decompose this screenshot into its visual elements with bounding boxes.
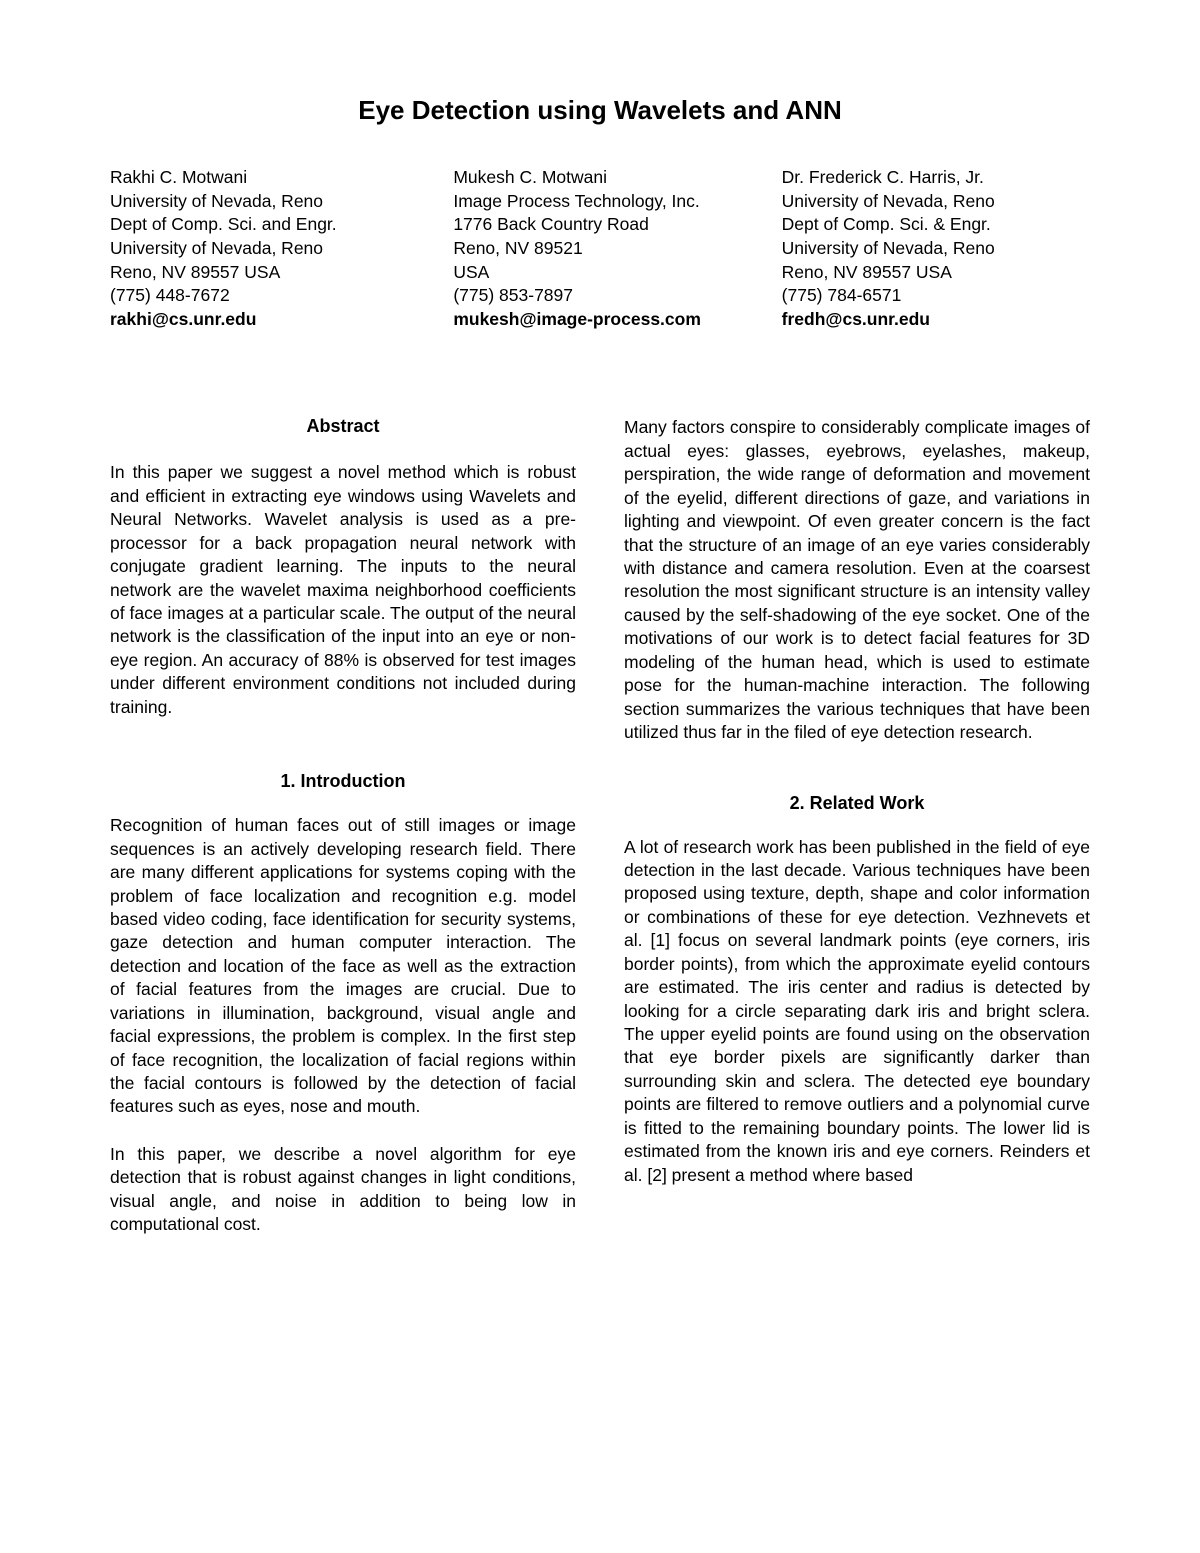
- author-name: Dr. Frederick C. Harris, Jr.: [782, 166, 1090, 190]
- author-affiliation: Image Process Technology, Inc.: [453, 190, 761, 214]
- author-affiliation: University of Nevada, Reno: [782, 190, 1090, 214]
- author-affiliation: University of Nevada, Reno: [110, 237, 418, 261]
- author-2: Mukesh C. Motwani Image Process Technolo…: [453, 166, 761, 331]
- author-affiliation: Reno, NV 89521: [453, 237, 761, 261]
- author-affiliation: University of Nevada, Reno: [782, 237, 1090, 261]
- author-phone: (775) 853-7897: [453, 284, 761, 308]
- authors-section: Rakhi C. Motwani University of Nevada, R…: [110, 166, 1090, 331]
- paper-title: Eye Detection using Wavelets and ANN: [110, 95, 1090, 126]
- author-phone: (775) 448-7672: [110, 284, 418, 308]
- author-dept: Dept of Comp. Sci. and Engr.: [110, 213, 418, 237]
- author-address: Reno, NV 89557 USA: [782, 261, 1090, 285]
- author-address: Reno, NV 89557 USA: [110, 261, 418, 285]
- right-column: Many factors conspire to considerably co…: [624, 416, 1090, 1236]
- left-column: Abstract In this paper we suggest a nove…: [110, 416, 576, 1236]
- author-phone: (775) 784-6571: [782, 284, 1090, 308]
- author-dept: Dept of Comp. Sci. & Engr.: [782, 213, 1090, 237]
- related-paragraph-1: A lot of research work has been publishe…: [624, 836, 1090, 1188]
- introduction-heading: 1. Introduction: [110, 771, 576, 792]
- two-column-content: Abstract In this paper we suggest a nove…: [110, 416, 1090, 1236]
- intro-paragraph-2: In this paper, we describe a novel algor…: [110, 1143, 576, 1237]
- intro-paragraph-1: Recognition of human faces out of still …: [110, 814, 576, 1119]
- author-name: Mukesh C. Motwani: [453, 166, 761, 190]
- author-address: USA: [453, 261, 761, 285]
- abstract-heading: Abstract: [110, 416, 576, 437]
- author-name: Rakhi C. Motwani: [110, 166, 418, 190]
- author-email: fredh@cs.unr.edu: [782, 308, 1090, 332]
- author-dept: 1776 Back Country Road: [453, 213, 761, 237]
- author-3: Dr. Frederick C. Harris, Jr. University …: [782, 166, 1090, 331]
- author-1: Rakhi C. Motwani University of Nevada, R…: [110, 166, 418, 331]
- related-work-heading: 2. Related Work: [624, 793, 1090, 814]
- author-affiliation: University of Nevada, Reno: [110, 190, 418, 214]
- abstract-paragraph: In this paper we suggest a novel method …: [110, 461, 576, 719]
- author-email: rakhi@cs.unr.edu: [110, 308, 418, 332]
- author-email: mukesh@image-process.com: [453, 308, 761, 332]
- continuation-paragraph: Many factors conspire to considerably co…: [624, 416, 1090, 744]
